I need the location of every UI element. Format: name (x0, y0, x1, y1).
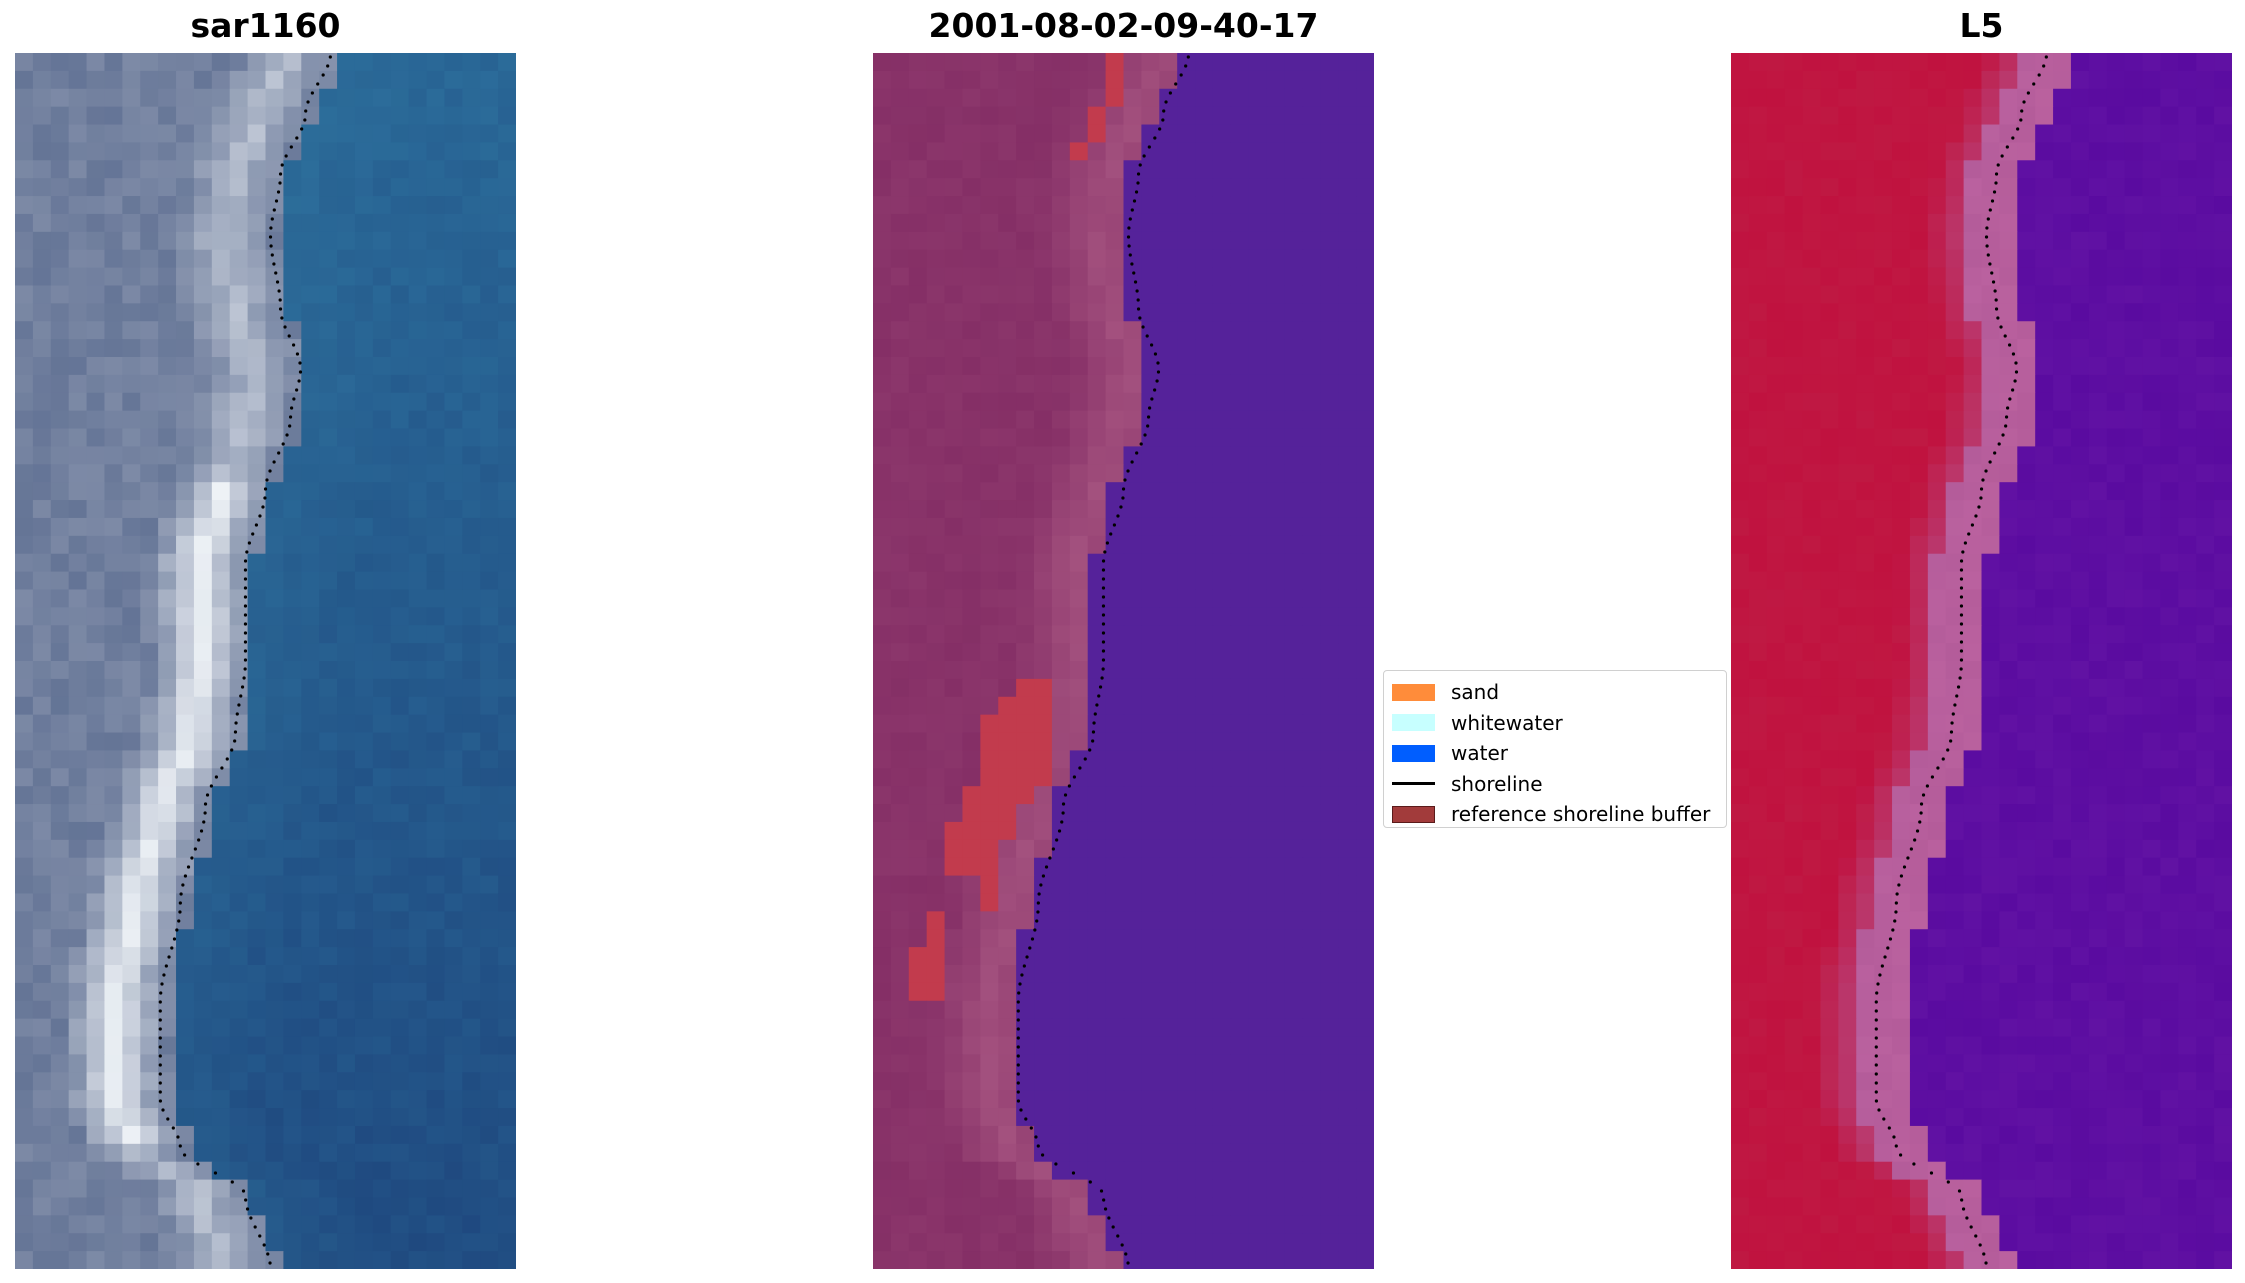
shoreline-dots (1874, 55, 2048, 1265)
legend-swatch-sand (1392, 683, 1435, 701)
shoreline-dots (158, 55, 332, 1265)
panel-title-image: sar1160 (190, 6, 341, 45)
legend-swatch-water (1392, 744, 1435, 762)
legend-label: reference shoreline buffer (1451, 802, 1711, 827)
panel-title-index: L5 (1959, 6, 2004, 45)
panel-title-classification: 2001-08-02-09-40-17 (928, 6, 1319, 45)
legend-swatch-whitewater (1392, 714, 1435, 732)
shoreline-dots (1016, 55, 1190, 1265)
legend-line-shoreline (1392, 782, 1435, 786)
legend-label: water (1451, 741, 1508, 766)
legend-swatch-reference-buffer (1392, 805, 1435, 823)
classification-image (873, 53, 1374, 1269)
legend-item-shoreline: shoreline (1392, 769, 1718, 800)
legend-item-sand: sand (1392, 677, 1718, 708)
legend-item-water: water (1392, 738, 1718, 769)
index-panel (1731, 53, 2232, 1269)
index-image (1731, 53, 2232, 1269)
legend-item-whitewater: whitewater (1392, 708, 1718, 739)
rgb-image (15, 53, 516, 1269)
legend-label: shoreline (1451, 771, 1543, 796)
classification-panel (873, 53, 1374, 1269)
legend: sand whitewater water shoreline referenc… (1383, 670, 1727, 828)
legend-label: sand (1451, 680, 1500, 705)
legend-label: whitewater (1451, 710, 1563, 735)
legend-item-reference-buffer: reference shoreline buffer (1392, 799, 1718, 830)
image-panel (15, 53, 516, 1269)
